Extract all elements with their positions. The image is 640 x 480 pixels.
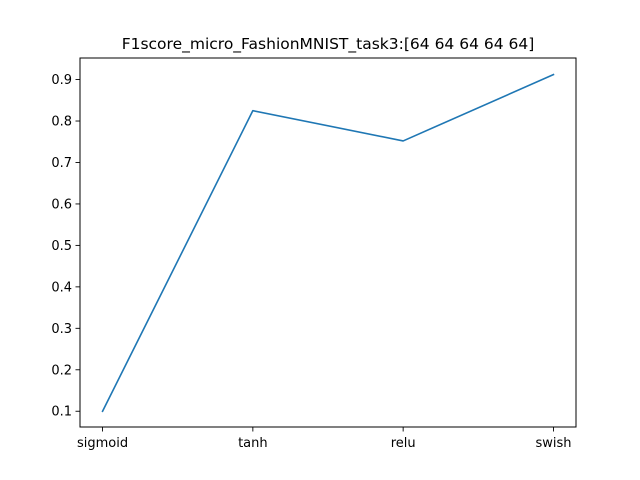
x-tick-label-tanh: tanh	[238, 436, 268, 451]
y-tick-label-0.2: 0.2	[51, 363, 72, 378]
y-tick-label-0.1: 0.1	[51, 405, 72, 420]
series-line-0	[101, 73, 555, 413]
plot-frame	[79, 57, 577, 428]
y-tick-label-0.6: 0.6	[51, 197, 72, 212]
y-tick-label-0.9: 0.9	[51, 73, 72, 88]
x-tick-label-sigmoid: sigmoid	[77, 436, 128, 451]
plot-area	[101, 73, 555, 413]
y-tick-label-0.7: 0.7	[51, 156, 72, 171]
y-tick-label-0.3: 0.3	[51, 322, 72, 337]
axes: sigmoid tanh relu swish 0.1 0.2 0.3 0.4 0.5 0.6 0.…	[51, 57, 577, 451]
x-tick-label-swish: swish	[535, 436, 571, 451]
y-tick-label-0.5: 0.5	[51, 239, 72, 254]
y-tick-label-0.4: 0.4	[51, 280, 72, 295]
chart-title: F1score_micro_FashionMNIST_task3:[64 64 …	[122, 35, 535, 54]
x-tick-label-relu: relu	[391, 436, 416, 451]
y-tick-label-0.8: 0.8	[51, 115, 72, 130]
